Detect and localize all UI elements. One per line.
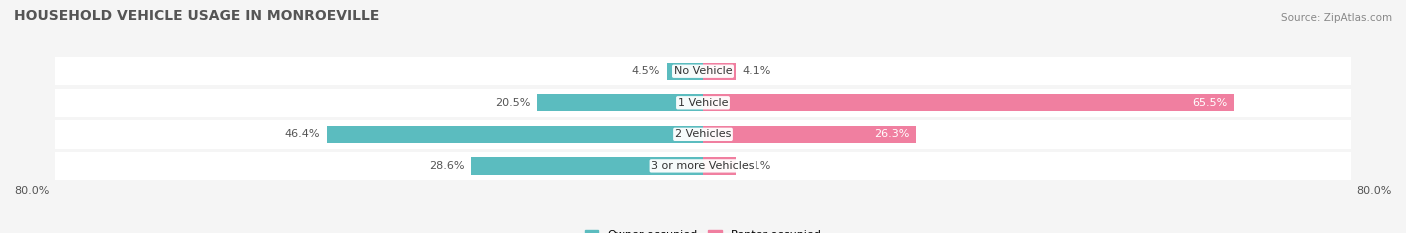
Bar (471, 157, 703, 175)
Text: 1 Vehicle: 1 Vehicle (678, 98, 728, 108)
Bar (537, 94, 703, 111)
Bar (55, 152, 1351, 180)
Bar (703, 94, 1234, 111)
Text: 80.0%: 80.0% (14, 186, 49, 196)
Text: 3 or more Vehicles: 3 or more Vehicles (651, 161, 755, 171)
Bar (55, 57, 1351, 86)
Text: 80.0%: 80.0% (1357, 186, 1392, 196)
Legend: Owner-occupied, Renter-occupied: Owner-occupied, Renter-occupied (581, 226, 825, 233)
Text: 20.5%: 20.5% (495, 98, 530, 108)
Text: 2 Vehicles: 2 Vehicles (675, 129, 731, 139)
Text: 4.1%: 4.1% (742, 66, 770, 76)
Text: HOUSEHOLD VEHICLE USAGE IN MONROEVILLE: HOUSEHOLD VEHICLE USAGE IN MONROEVILLE (14, 9, 380, 23)
Text: No Vehicle: No Vehicle (673, 66, 733, 76)
Text: Source: ZipAtlas.com: Source: ZipAtlas.com (1281, 13, 1392, 23)
Text: 28.6%: 28.6% (429, 161, 465, 171)
Text: 4.5%: 4.5% (631, 66, 659, 76)
Bar (703, 62, 737, 80)
Text: 4.1%: 4.1% (742, 161, 770, 171)
Bar (703, 126, 917, 143)
Bar (328, 126, 703, 143)
Bar (666, 62, 703, 80)
Bar (55, 120, 1351, 149)
Bar (55, 89, 1351, 117)
Text: 46.4%: 46.4% (285, 129, 321, 139)
Text: 65.5%: 65.5% (1192, 98, 1227, 108)
Text: 26.3%: 26.3% (875, 129, 910, 139)
Bar (703, 157, 737, 175)
